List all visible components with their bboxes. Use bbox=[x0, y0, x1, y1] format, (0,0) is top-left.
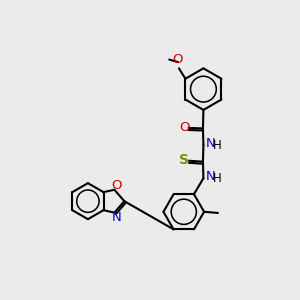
Text: O: O bbox=[111, 179, 122, 192]
Text: H: H bbox=[213, 139, 222, 152]
Text: O: O bbox=[179, 121, 189, 134]
Text: N: N bbox=[206, 170, 215, 183]
Text: S: S bbox=[179, 153, 189, 167]
Text: H: H bbox=[213, 172, 222, 185]
Text: O: O bbox=[172, 52, 183, 66]
Text: N: N bbox=[112, 211, 122, 224]
Text: N: N bbox=[206, 137, 215, 150]
